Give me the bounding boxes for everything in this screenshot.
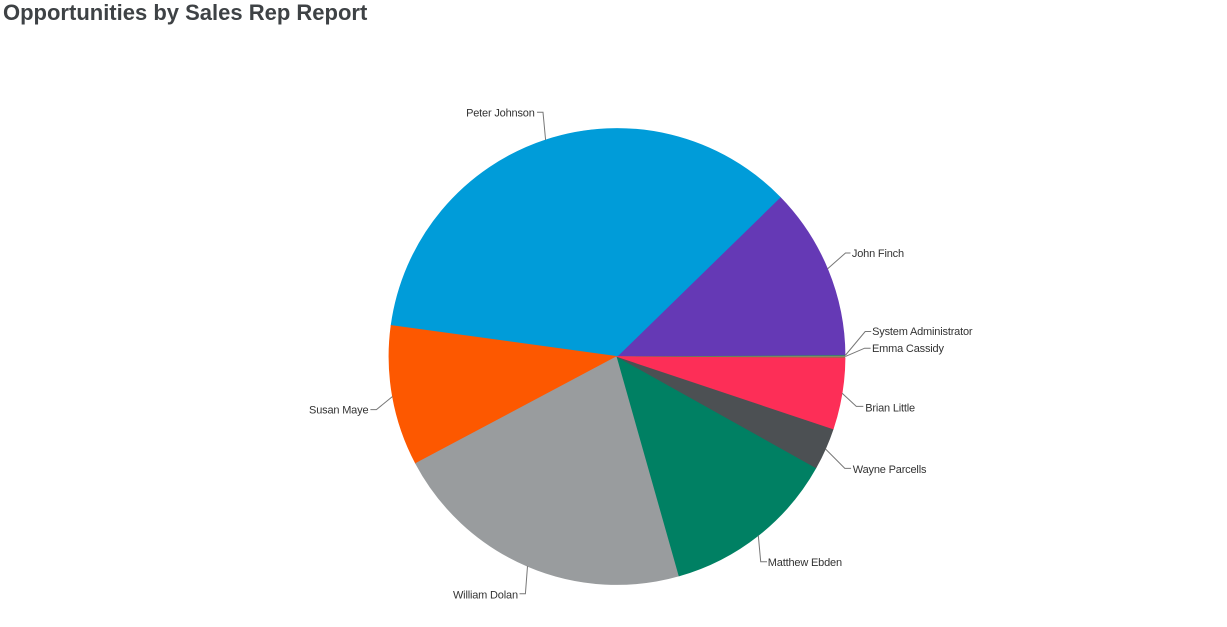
svg-text:Opportunities by Sales Rep Rep: Opportunities by Sales Rep Report	[3, 0, 368, 25]
svg-text:Susan Maye: Susan Maye	[309, 405, 368, 417]
svg-text:Matthew Ebden: Matthew Ebden	[768, 557, 842, 569]
svg-text:Wayne Parcells: Wayne Parcells	[853, 464, 927, 476]
svg-text:Peter Johnson: Peter Johnson	[466, 108, 535, 120]
svg-text:System Administrator: System Administrator	[872, 326, 973, 338]
svg-text:Brian Little: Brian Little	[865, 402, 915, 414]
svg-text:William Dolan: William Dolan	[453, 589, 518, 601]
svg-text:John Finch: John Finch	[852, 248, 904, 260]
svg-text:Emma Cassidy: Emma Cassidy	[872, 343, 944, 355]
